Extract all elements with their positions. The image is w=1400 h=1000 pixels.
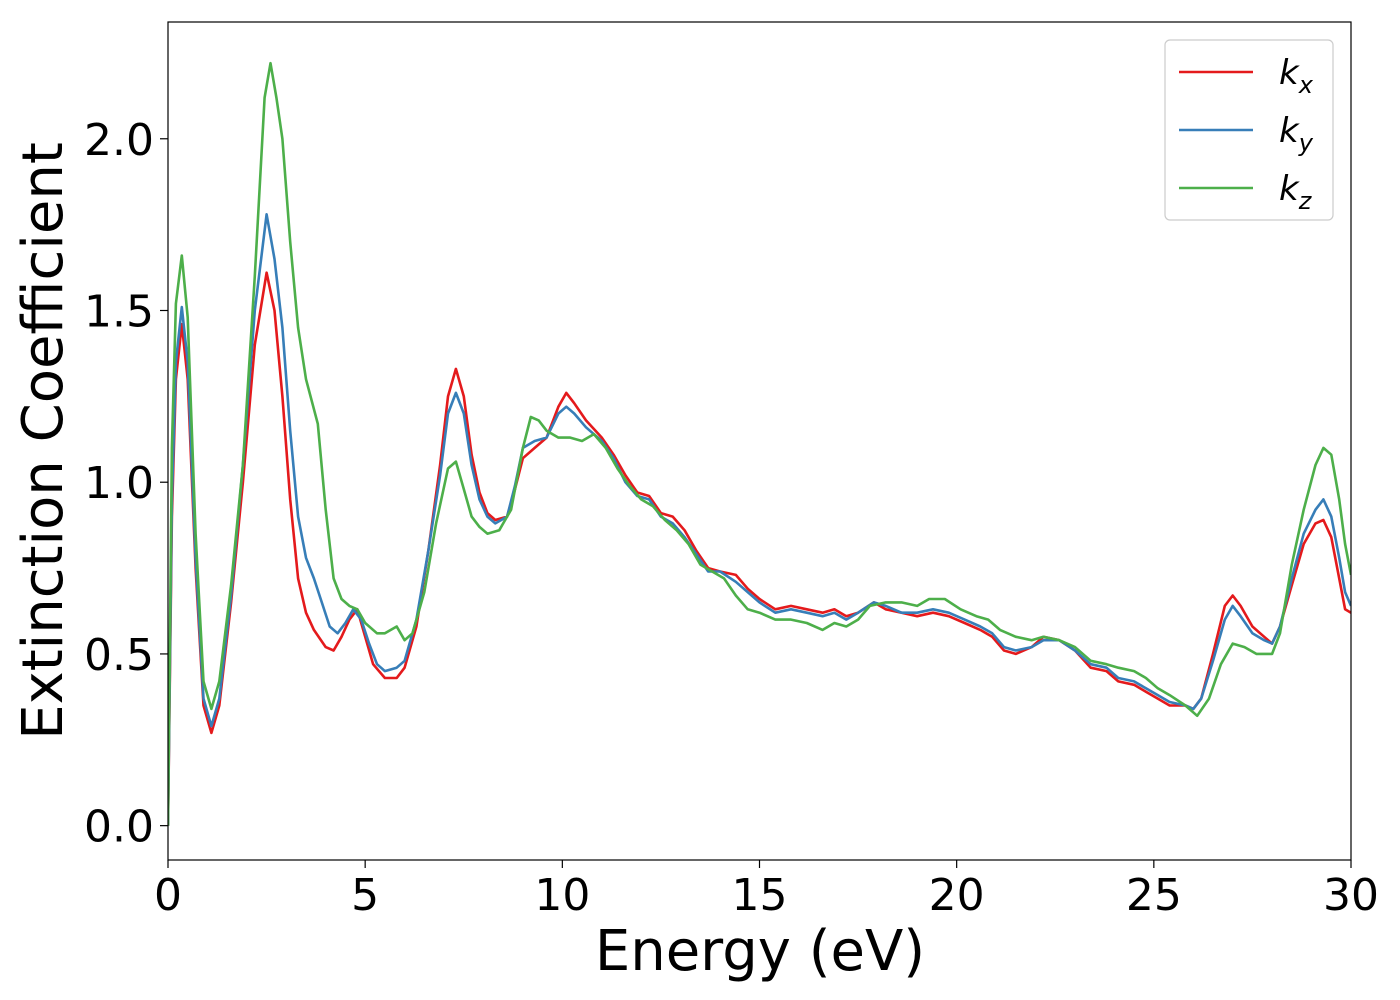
series-line-kx (168, 271, 1351, 826)
y-tick-label: 1.0 (84, 458, 154, 509)
y-tick-label: 0.5 (84, 630, 154, 681)
series-layer (168, 61, 1351, 826)
x-tick-label: 25 (1126, 870, 1182, 921)
legend-label-kx: kx (1279, 53, 1314, 99)
x-axis: 0 5 10 15 20 25 30 (154, 860, 1379, 921)
legend-label-ky: ky (1279, 111, 1314, 157)
y-axis-label: Extinction Coefficient (11, 142, 76, 740)
x-tick-label: 20 (929, 870, 985, 921)
series-line-ky (168, 213, 1351, 826)
x-tick-label: 0 (154, 870, 182, 921)
y-tick-label: 2.0 (84, 115, 154, 166)
x-tick-label: 5 (351, 870, 379, 921)
y-axis: 0.0 0.5 1.0 1.5 2.0 (84, 115, 168, 853)
x-tick-label: 10 (534, 870, 590, 921)
x-axis-label: Energy (eV) (595, 919, 925, 984)
legend: kx ky kz (1164, 39, 1334, 221)
legend-label-kz: kz (1279, 169, 1313, 215)
y-tick-label: 1.5 (84, 286, 154, 337)
x-tick-label: 15 (732, 870, 788, 921)
x-tick-label: 30 (1323, 870, 1379, 921)
y-tick-label: 0.0 (84, 802, 154, 853)
series-line-kz (168, 61, 1351, 826)
